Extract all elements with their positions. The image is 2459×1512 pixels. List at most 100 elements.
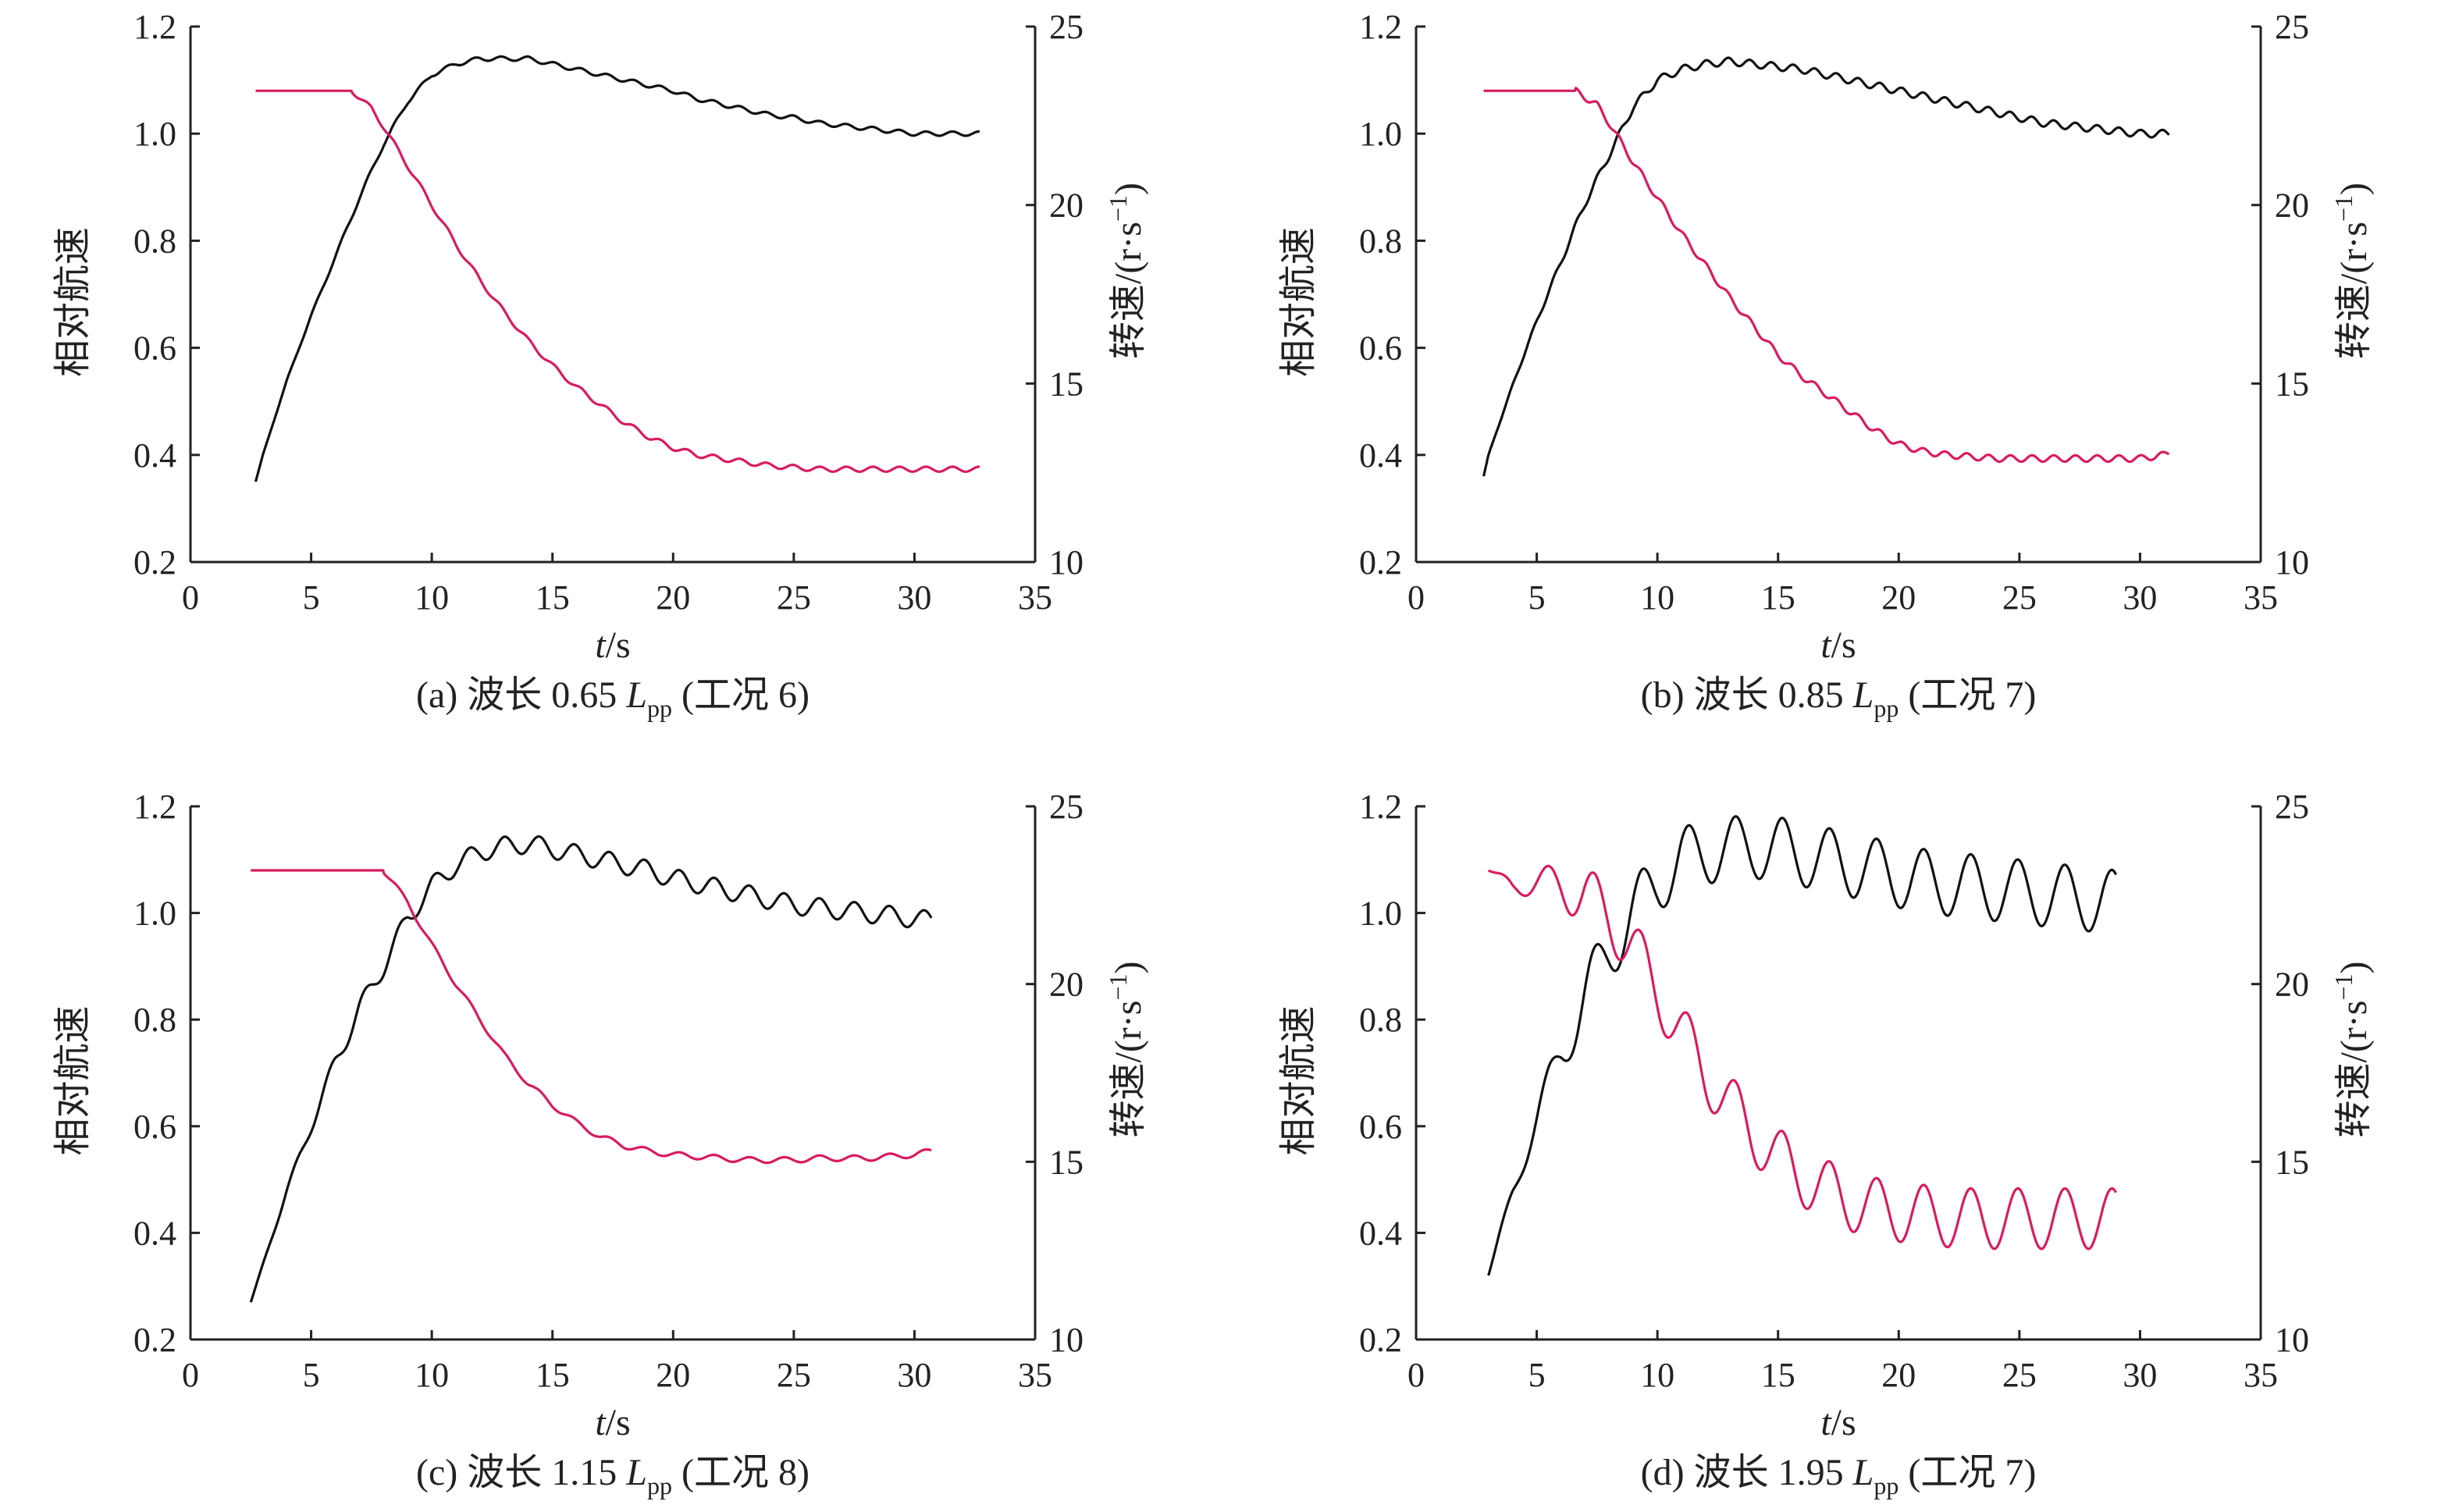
x-tick-label: 15 [1761, 578, 1795, 617]
y-axis-label-left: 相对航速 [52, 1005, 94, 1155]
x-axis-label-unit: /s [606, 624, 631, 666]
x-tick-label: 30 [2123, 1356, 2157, 1394]
y-tick-label-left: 0.8 [133, 222, 176, 260]
x-tick-label: 15 [536, 1356, 570, 1394]
y-axis-label-right: 转速/(r·s−1) [2329, 183, 2375, 359]
series-line-rotation-speed [1487, 864, 2117, 1251]
y-axis-label-right-superscript: −1 [1104, 973, 1132, 1000]
series-line-relative-speed [1482, 56, 2170, 477]
x-axis-label-unit: /s [1831, 624, 1856, 666]
panel-caption: (b) 波长 0.85 Lpp (工况 7) [1641, 674, 2037, 722]
y-tick-label-right: 15 [2275, 365, 2309, 403]
caption-symbol: L [625, 1452, 647, 1493]
x-axis-label: t/s [1820, 1402, 1856, 1443]
caption-subscript: pp [647, 1471, 672, 1500]
chart-panel-2: 0 5 10 15 20 25 30 35 0.2 0.4 0.6 0.8 1.0 1.2 10 15 20 25… [1278, 8, 2375, 722]
x-tick-label: 25 [2002, 578, 2037, 617]
caption-suffix: (工况 7) [1899, 1452, 2036, 1493]
series-line-rotation-speed [254, 89, 980, 473]
caption-suffix: (工况 7) [1899, 674, 2036, 716]
y-tick-label-right: 10 [2275, 1321, 2309, 1359]
caption-subscript: pp [647, 694, 672, 722]
x-axis-label-variable: t [595, 624, 607, 666]
x-tick-label: 10 [1640, 578, 1674, 617]
caption-symbol: L [625, 674, 647, 716]
x-tick-label: 5 [303, 1356, 320, 1394]
series-line-rotation-speed [250, 869, 932, 1165]
panel-caption: (c) 波长 1.15 Lpp (工况 8) [416, 1452, 810, 1500]
caption-prefix: (a) 波长 0.65 [416, 674, 626, 716]
y-axis-label-right: 转速/(r·s−1) [1104, 961, 1149, 1137]
caption-symbol: L [1852, 1452, 1874, 1493]
y-tick-label-left: 1.0 [133, 895, 176, 933]
x-tick-label: 0 [1407, 578, 1425, 617]
caption-subscript: pp [1874, 694, 1899, 722]
chart-panel-3: 0 5 10 15 20 25 30 35 0.2 0.4 0.6 0.8 1.0 1.2 10 15 20 25… [52, 788, 1149, 1500]
y-axis-label-left: 相对航速 [52, 227, 94, 377]
y-axis-label-right-superscript: −1 [2329, 195, 2358, 222]
y-tick-label-right: 15 [1049, 365, 1084, 403]
x-axis-label-unit: /s [1831, 1402, 1856, 1443]
x-axis-label-variable: t [1820, 1402, 1832, 1443]
y-tick-label-left: 0.8 [1359, 222, 1402, 260]
x-tick-label: 35 [1018, 1356, 1052, 1394]
y-tick-label-right: 20 [2275, 966, 2309, 1004]
chart-panel-1: 0 5 10 15 20 25 30 35 0.2 0.4 0.6 0.8 1.0 1.2 10 15 20 25… [52, 8, 1149, 722]
x-tick-label: 5 [1528, 1356, 1546, 1394]
y-tick-label-left: 0.2 [133, 1321, 176, 1359]
y-axis-label-right-main: 转速/(r·s [1108, 1001, 1149, 1138]
x-axis-label-unit: /s [606, 1402, 631, 1443]
x-tick-label: 25 [2002, 1356, 2037, 1394]
y-tick-label-right: 15 [1049, 1143, 1084, 1181]
y-tick-label-left: 1.2 [1359, 8, 1402, 46]
y-tick-label-right: 20 [1049, 966, 1084, 1004]
y-tick-label-left: 0.2 [1359, 1321, 1402, 1359]
x-tick-label: 25 [777, 1356, 811, 1394]
x-tick-label: 15 [1761, 1356, 1795, 1394]
x-tick-label: 10 [1640, 1356, 1674, 1394]
panel-caption: (d) 波长 1.95 Lpp (工况 7) [1641, 1452, 2037, 1500]
y-axis-label-right-close: ) [2333, 183, 2375, 195]
y-tick-label-right: 15 [2275, 1143, 2309, 1181]
x-axis-label-variable: t [1820, 624, 1832, 666]
chart-panels: 0 5 10 15 20 25 30 35 0.2 0.4 0.6 0.8 1.0 1.2 10 15 20 25… [52, 8, 2375, 1500]
x-tick-label: 0 [1407, 1356, 1425, 1394]
y-tick-label-left: 1.0 [1359, 895, 1402, 933]
y-axis-label-right-superscript: −1 [1104, 195, 1132, 222]
series-line-relative-speed [249, 835, 933, 1303]
x-tick-label: 20 [656, 578, 690, 617]
y-tick-label-right: 25 [1049, 788, 1084, 826]
x-tick-label: 0 [182, 1356, 199, 1394]
y-tick-label-right: 10 [2275, 543, 2309, 582]
caption-prefix: (b) 波长 0.85 [1641, 674, 1853, 716]
chart-panel-4: 0 5 10 15 20 25 30 35 0.2 0.4 0.6 0.8 1.0 1.2 10 15 20 25… [1278, 788, 2375, 1500]
y-axis-label-right-superscript: −1 [2329, 973, 2358, 1000]
y-axis-label-right: 转速/(r·s−1) [2329, 961, 2375, 1137]
series-line-rotation-speed [1482, 87, 2170, 464]
x-tick-label: 10 [415, 578, 449, 617]
y-tick-label-right: 20 [2275, 187, 2309, 225]
x-tick-label: 30 [2123, 578, 2157, 617]
y-axis-label-right-close: ) [1108, 183, 1149, 195]
y-axis-label-left: 相对航速 [1278, 227, 1319, 377]
x-axis-label: t/s [595, 1402, 630, 1443]
x-tick-label: 20 [1881, 578, 1916, 617]
x-tick-label: 20 [656, 1356, 690, 1394]
y-tick-label-right: 20 [1049, 187, 1084, 225]
caption-suffix: (工况 6) [672, 674, 810, 716]
x-tick-label: 0 [182, 578, 199, 617]
y-tick-label-left: 0.2 [1359, 543, 1402, 582]
y-tick-label-right: 25 [2275, 8, 2309, 46]
y-tick-label-right: 25 [1049, 8, 1084, 46]
y-tick-label-left: 0.4 [133, 436, 176, 475]
caption-prefix: (c) 波长 1.15 [416, 1452, 626, 1493]
x-axis-label: t/s [595, 624, 630, 666]
caption-suffix: (工况 8) [672, 1452, 810, 1493]
x-tick-label: 5 [303, 578, 320, 617]
y-tick-label-left: 1.0 [1359, 115, 1402, 153]
y-tick-label-left: 0.4 [1359, 436, 1402, 475]
y-tick-label-right: 25 [2275, 788, 2309, 826]
x-tick-label: 25 [777, 578, 811, 617]
x-tick-label: 5 [1528, 578, 1546, 617]
caption-prefix: (d) 波长 1.95 [1641, 1452, 1853, 1493]
